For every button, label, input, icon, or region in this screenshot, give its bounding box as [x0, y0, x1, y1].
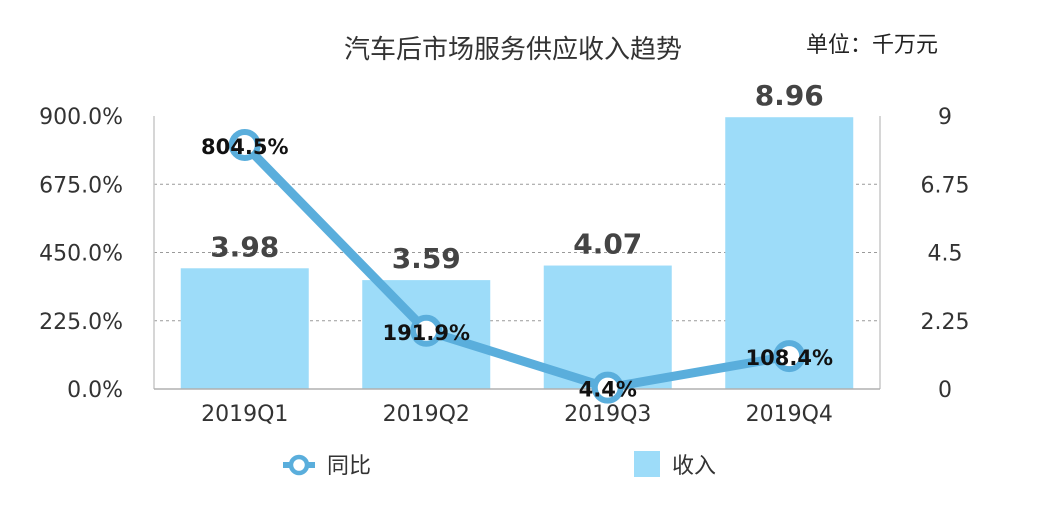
- line-point: [410, 314, 443, 347]
- y-left-tick-label: 450.0%: [39, 242, 123, 267]
- y-right-tick-label: 0: [938, 378, 952, 403]
- y-left-tick-label: 675.0%: [39, 173, 123, 198]
- line-value-label: 4.4%: [579, 378, 637, 402]
- bar-series: 3.98 3.59 4.07 8.96: [180, 79, 854, 390]
- line-point: [773, 340, 806, 373]
- y-left-tick-label: 0.0%: [67, 378, 123, 403]
- chart-title: 汽车后市场服务供应收入趋势: [344, 35, 682, 65]
- x-tick-label: 2019Q1: [201, 402, 288, 427]
- axes: 0.0% 0 225.0% 2.25 450.0% 4.5 675.0% 6.75 900.0%…: [39, 105, 969, 427]
- line-value-label: 108.4%: [746, 346, 833, 370]
- line-series: 804.5% 191.9% 4.4% 108.4%: [201, 128, 833, 404]
- unit-note: 单位：千万元: [806, 33, 938, 58]
- legend-line-marker: [288, 454, 310, 476]
- legend-label: 收入: [672, 454, 716, 479]
- bar-value-label: 3.98: [210, 230, 279, 263]
- bar-value-label: 4.07: [573, 228, 642, 261]
- legend: 同比 收入: [283, 451, 716, 479]
- bar-value-label: 3.59: [392, 242, 461, 275]
- legend-bar-swatch: [634, 451, 660, 477]
- y-left-tick-label: 900.0%: [39, 105, 123, 130]
- x-tick-label: 2019Q4: [746, 402, 833, 427]
- line-point: [228, 128, 261, 161]
- line-point: [591, 371, 624, 404]
- y-right-tick-label: 6.75: [921, 173, 970, 198]
- x-tick-label: 2019Q3: [564, 402, 651, 427]
- y-right-tick-label: 2.25: [921, 310, 970, 335]
- line-series-path: [240, 140, 794, 393]
- x-tick-label: 2019Q2: [383, 402, 470, 427]
- legend-label: 同比: [327, 454, 371, 479]
- bar-value-label: 8.96: [755, 79, 824, 112]
- bar: [180, 268, 309, 389]
- line-value-label: 191.9%: [383, 321, 470, 345]
- plot-frame: [153, 116, 881, 390]
- line-value-label: 804.5%: [201, 135, 288, 159]
- y-left-tick-label: 225.0%: [39, 310, 123, 335]
- y-right-tick-label: 4.5: [928, 242, 963, 267]
- bar: [543, 265, 672, 389]
- y-right-tick-label: 9: [938, 105, 952, 130]
